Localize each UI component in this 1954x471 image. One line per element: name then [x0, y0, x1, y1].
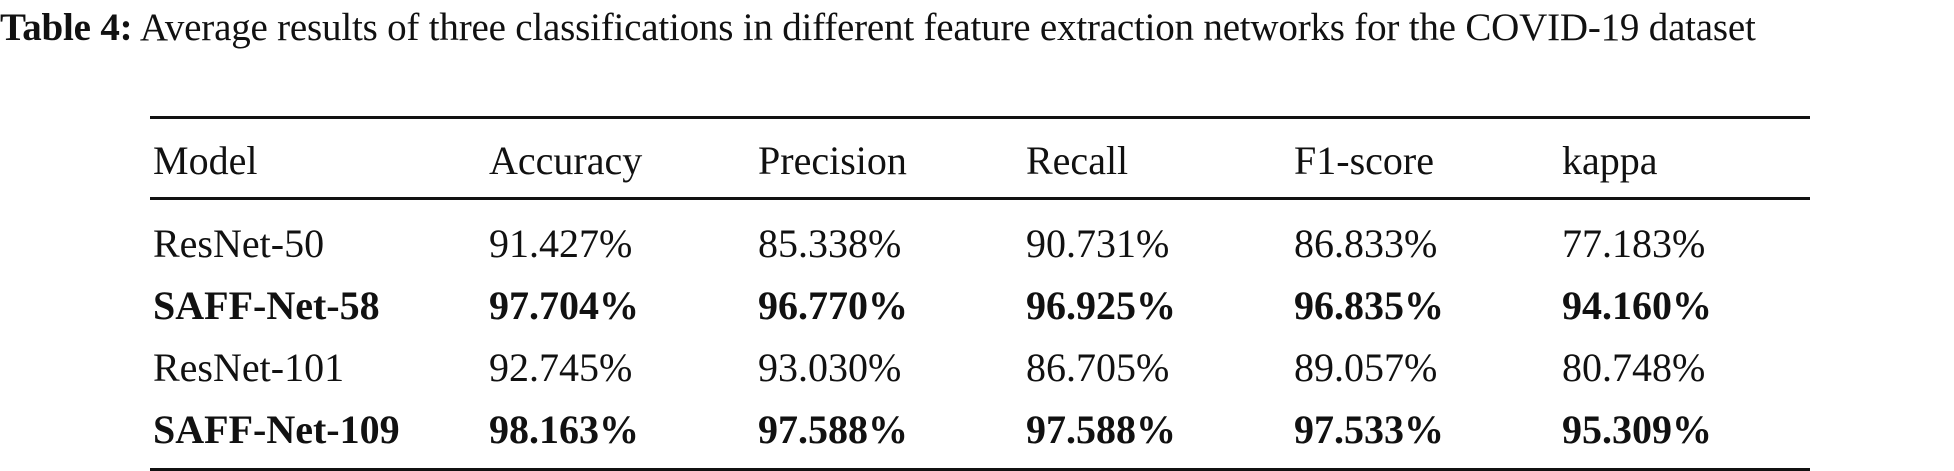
table-row: SAFF-Net-109 98.163% 97.588% 97.588% 97.…: [150, 398, 1810, 470]
cell-model: ResNet-101: [153, 344, 345, 390]
cell-kappa: 94.160%: [1562, 282, 1712, 328]
cell-f1-score: 89.057%: [1294, 344, 1438, 390]
table-row: ResNet-50 91.427% 85.338% 90.731% 86.833…: [150, 199, 1810, 275]
cell-kappa: 80.748%: [1562, 344, 1706, 390]
cell-accuracy: 98.163%: [489, 406, 639, 452]
cell-f1-score: 97.533%: [1294, 406, 1444, 452]
header-recall: Recall: [1026, 137, 1129, 183]
table-header-row: Model Accuracy Precision Recall F1-score…: [150, 117, 1810, 199]
cell-precision: 93.030%: [758, 344, 902, 390]
cell-recall: 90.731%: [1026, 220, 1170, 266]
caption-text: Average results of three classifications…: [139, 6, 1756, 49]
caption-label: Table 4:: [0, 6, 133, 49]
table-caption: Table 4: Average results of three classi…: [0, 2, 1950, 53]
header-kappa: kappa: [1562, 137, 1658, 183]
header-precision: Precision: [758, 137, 907, 183]
cell-model: SAFF-Net-58: [153, 282, 380, 328]
cell-accuracy: 92.745%: [489, 344, 633, 390]
cell-precision: 96.770%: [758, 282, 908, 328]
cell-f1-score: 96.835%: [1294, 282, 1444, 328]
cell-model: SAFF-Net-109: [153, 406, 400, 452]
cell-accuracy: 97.704%: [489, 282, 639, 328]
cell-kappa: 95.309%: [1562, 406, 1712, 452]
cell-recall: 96.925%: [1026, 282, 1176, 328]
header-model: Model: [153, 137, 258, 183]
cell-model: ResNet-50: [153, 220, 325, 266]
table-row: SAFF-Net-58 97.704% 96.770% 96.925% 96.8…: [150, 274, 1810, 336]
cell-precision: 97.588%: [758, 406, 908, 452]
table-row: ResNet-101 92.745% 93.030% 86.705% 89.05…: [150, 336, 1810, 398]
cell-recall: 97.588%: [1026, 406, 1176, 452]
header-f1-score: F1-score: [1294, 137, 1434, 183]
results-table: Model Accuracy Precision Recall F1-score…: [150, 116, 1810, 471]
cell-recall: 86.705%: [1026, 344, 1170, 390]
header-accuracy: Accuracy: [489, 137, 643, 183]
cell-f1-score: 86.833%: [1294, 220, 1438, 266]
cell-kappa: 77.183%: [1562, 220, 1706, 266]
cell-precision: 85.338%: [758, 220, 902, 266]
results-table-container: Model Accuracy Precision Recall F1-score…: [150, 116, 1810, 471]
cell-accuracy: 91.427%: [489, 220, 633, 266]
